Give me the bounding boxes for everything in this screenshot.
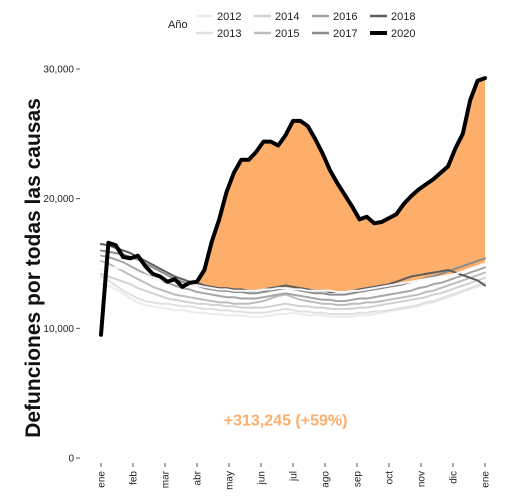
y-tick-label: 0 — [68, 454, 74, 465]
legend-label-2017: 2017 — [333, 28, 357, 40]
legend-label-2015: 2015 — [275, 28, 299, 40]
x-tick-label: may — [225, 471, 236, 490]
excess-annotation: +313,245 (+59%) — [224, 412, 348, 429]
legend-label-2020: 2020 — [391, 28, 415, 40]
x-tick-label: abr — [193, 470, 204, 485]
y-tick-label: 20,000 — [43, 194, 74, 205]
legend-title: Año — [168, 19, 188, 31]
x-tick-label: oct — [385, 471, 396, 485]
x-tick-label: ene — [97, 471, 108, 488]
x-tick-label: mar — [161, 470, 172, 488]
x-tick-label: jul — [289, 471, 300, 482]
legend-label-2012: 2012 — [217, 11, 241, 23]
y-tick-label: 30,000 — [43, 65, 74, 76]
x-tick-label: nov — [417, 471, 428, 487]
y-axis: 0 10,000 20,000 30,000 — [43, 65, 80, 465]
y-axis-label: Defunciones por todas las causas — [22, 98, 45, 438]
x-tick-label: feb — [129, 471, 140, 485]
legend-label-2018: 2018 — [391, 11, 415, 23]
legend-label-2016: 2016 — [333, 11, 357, 23]
x-axis: ene feb mar abr may jun jul ago sep oct nov dic ene — [97, 463, 492, 490]
excess-area — [197, 78, 485, 292]
legend: Año 2012 2013 2014 2015 2016 2017 2018 2020 — [168, 11, 415, 40]
legend-label-2013: 2013 — [217, 28, 241, 40]
x-tick-label: ago — [321, 471, 332, 488]
x-tick-label: sep — [353, 471, 364, 488]
x-tick-label: jun — [257, 471, 268, 485]
legend-label-2014: 2014 — [275, 11, 299, 23]
x-tick-label: ene — [481, 471, 492, 488]
y-tick-label: 10,000 — [43, 324, 74, 335]
x-tick-label: dic — [449, 471, 460, 484]
